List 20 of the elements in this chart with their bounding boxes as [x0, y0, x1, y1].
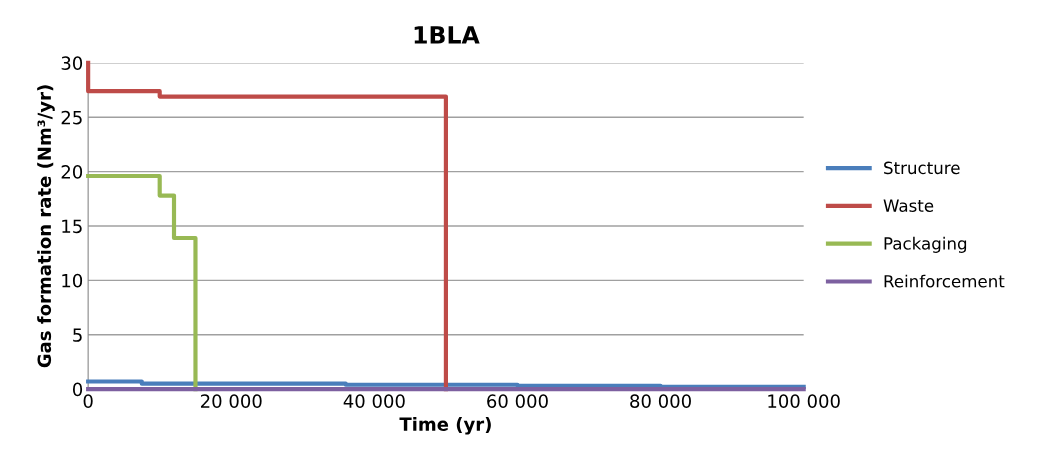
x-tick-label: 80 000 [630, 394, 691, 408]
x-tick-label: 100 000 [768, 394, 840, 408]
chart-title: 1BLA [414, 26, 480, 44]
y-axis-title: Gas formation rate (Nm³/yr) [37, 85, 55, 368]
x-axis-title: Time (yr) [399, 417, 491, 435]
legend-label: Packaging [884, 236, 967, 253]
y-tick-label: 5 [73, 328, 82, 342]
legend-label: Reinforcement [884, 274, 1005, 288]
y-tick-label: 20 [61, 165, 83, 179]
y-tick-label: 30 [61, 56, 83, 71]
y-tick-label: 15 [62, 219, 82, 234]
x-tick-label: 0 [83, 394, 93, 408]
legend-label: Structure [884, 161, 960, 175]
y-tick-label: 0 [72, 382, 83, 397]
y-tick-label: 10 [62, 273, 83, 288]
y-tick-label: 25 [61, 110, 82, 125]
x-tick-label: 60 000 [487, 394, 548, 408]
x-tick-label: 40 000 [343, 394, 405, 408]
legend-label: Waste [883, 199, 934, 212]
x-tick-label: 20 000 [200, 394, 262, 408]
